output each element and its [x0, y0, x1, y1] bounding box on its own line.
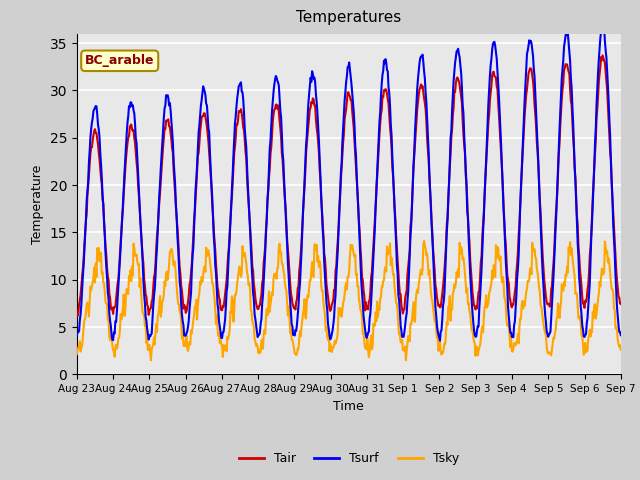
Title: Temperatures: Temperatures	[296, 11, 401, 25]
Legend: Tair, Tsurf, Tsky: Tair, Tsurf, Tsky	[234, 447, 464, 470]
Y-axis label: Temperature: Temperature	[31, 164, 44, 244]
Text: BC_arable: BC_arable	[85, 54, 154, 67]
X-axis label: Time: Time	[333, 400, 364, 413]
